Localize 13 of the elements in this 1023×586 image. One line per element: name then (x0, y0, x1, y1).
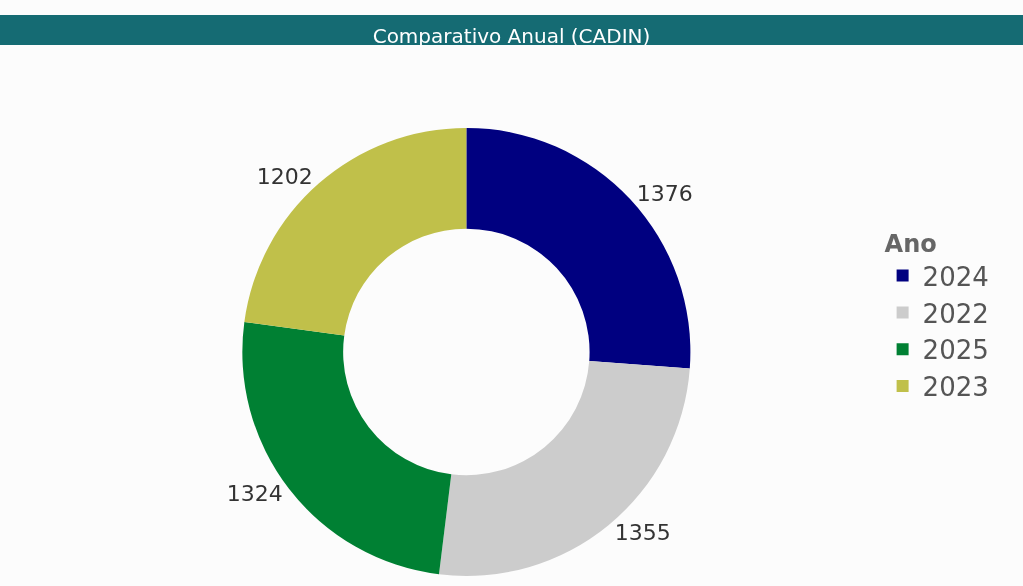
donut-slice (466, 127, 691, 369)
data-label: 1202 (256, 163, 313, 189)
data-label: 1355 (614, 520, 671, 546)
donut-slice (244, 127, 467, 336)
donut-slice (438, 361, 690, 576)
legend-title: Ano (884, 230, 937, 259)
data-label: 1324 (226, 480, 283, 506)
legend-label: 2022 (922, 298, 989, 329)
legend-label: 2025 (922, 335, 989, 366)
chart-title: Comparativo Anual (CADIN) (372, 24, 651, 48)
data-label: 1376 (636, 181, 693, 207)
legend-label: 2024 (922, 261, 989, 292)
legend-label: 2023 (922, 372, 989, 403)
